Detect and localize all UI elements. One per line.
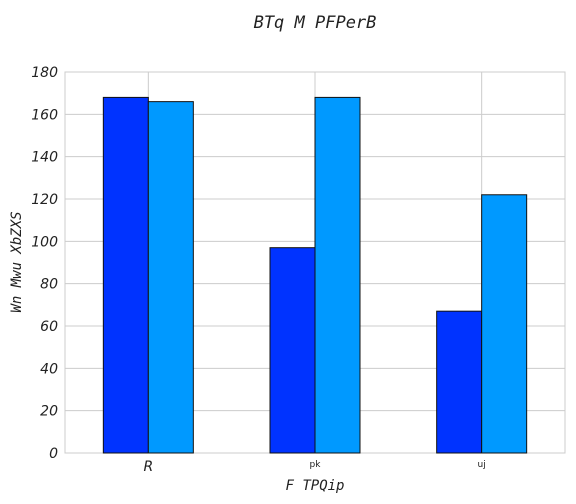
x-tick-label: uj (478, 460, 486, 470)
y-tick-label: 160 (31, 107, 58, 123)
bar-series-2-uj (481, 194, 528, 454)
x-tick-label: R (143, 459, 153, 475)
bar-series-1-pk (269, 247, 316, 454)
y-axis-label: Wn Mwu XbZXS (9, 211, 25, 312)
y-tick-label: 0 (49, 446, 58, 462)
bar-series-2-pk (314, 96, 361, 454)
y-tick-label: 100 (31, 234, 58, 250)
bars (102, 96, 528, 454)
y-tick-label: 40 (40, 361, 58, 377)
y-tick-label: 140 (31, 150, 58, 166)
y-axis-ticks: 0 20 40 60 80 100 120 140 160 180 (31, 65, 58, 462)
bar-series-2-R (147, 101, 194, 454)
bar-series-1-uj (436, 310, 483, 454)
y-tick-label: 80 (40, 277, 58, 293)
x-tick-label: pk (310, 460, 322, 470)
x-axis-label: F TPQip (285, 478, 344, 494)
y-tick-label: 20 (40, 404, 58, 420)
y-tick-label: 180 (31, 65, 58, 81)
chart-title: BTq M PFPerB (254, 13, 377, 33)
bar-series-1-R (102, 96, 149, 454)
y-tick-label: 60 (40, 319, 58, 335)
y-tick-label: 120 (31, 192, 58, 208)
